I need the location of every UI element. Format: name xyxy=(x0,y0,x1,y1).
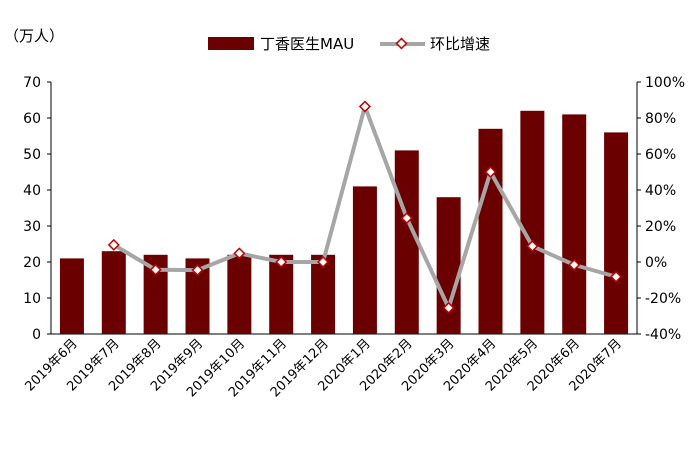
growth-point xyxy=(149,263,162,276)
growth-point xyxy=(568,258,581,271)
bar xyxy=(101,251,126,334)
growth-point xyxy=(400,212,413,225)
left-tick-label: 60 xyxy=(23,111,41,127)
left-axis: 0 10 20 30 40 50 60 70 xyxy=(23,75,51,343)
bar xyxy=(352,186,377,334)
legend-swatch-bar xyxy=(208,37,254,50)
x-axis-labels: 2019年6月2019年7月2019年8月2019年9月2019年10月2019… xyxy=(23,336,625,400)
bar xyxy=(604,132,629,334)
growth-point xyxy=(107,238,120,251)
right-tick-label: 100% xyxy=(645,75,685,91)
legend-swatch-marker xyxy=(395,37,408,50)
left-tick-label: 40 xyxy=(23,183,41,199)
growth-point xyxy=(484,165,497,179)
left-tick-label: 10 xyxy=(23,291,41,307)
right-tick-label: 0% xyxy=(645,255,667,271)
unit-label: （万人） xyxy=(4,27,64,45)
growth-point xyxy=(317,255,330,269)
bar xyxy=(520,110,545,334)
right-tick-label: 20% xyxy=(645,219,676,235)
legend-label-line: 环比增速 xyxy=(430,35,490,53)
right-tick-label: -40% xyxy=(645,327,681,343)
growth-point xyxy=(358,100,371,113)
bar xyxy=(227,254,252,334)
left-tick-label: 0 xyxy=(32,327,41,343)
right-tick-label: -20% xyxy=(645,291,681,307)
left-tick-label: 20 xyxy=(23,255,41,271)
right-tick-label: 80% xyxy=(645,111,676,127)
legend: 丁香医生MAU 环比增速 xyxy=(208,35,490,53)
growth-point xyxy=(442,301,455,314)
bar xyxy=(478,128,503,334)
bar xyxy=(394,150,419,334)
left-tick-label: 70 xyxy=(23,75,41,91)
left-tick-label: 30 xyxy=(23,219,41,235)
right-tick-label: 60% xyxy=(645,147,676,163)
bar xyxy=(59,258,84,334)
growth-point xyxy=(526,240,539,253)
growth-point xyxy=(610,270,623,283)
bar-series xyxy=(59,110,629,335)
growth-point xyxy=(191,264,204,277)
right-tick-label: 40% xyxy=(645,183,676,199)
growth-point xyxy=(275,255,288,269)
line-series xyxy=(107,100,623,314)
right-axis: -40% -20% 0% 20% 40% 60% 80% 100% xyxy=(637,75,685,343)
left-tick-label: 50 xyxy=(23,147,41,163)
growth-point xyxy=(233,247,246,260)
bar xyxy=(562,114,587,335)
legend-label-bar: 丁香医生MAU xyxy=(260,35,354,53)
